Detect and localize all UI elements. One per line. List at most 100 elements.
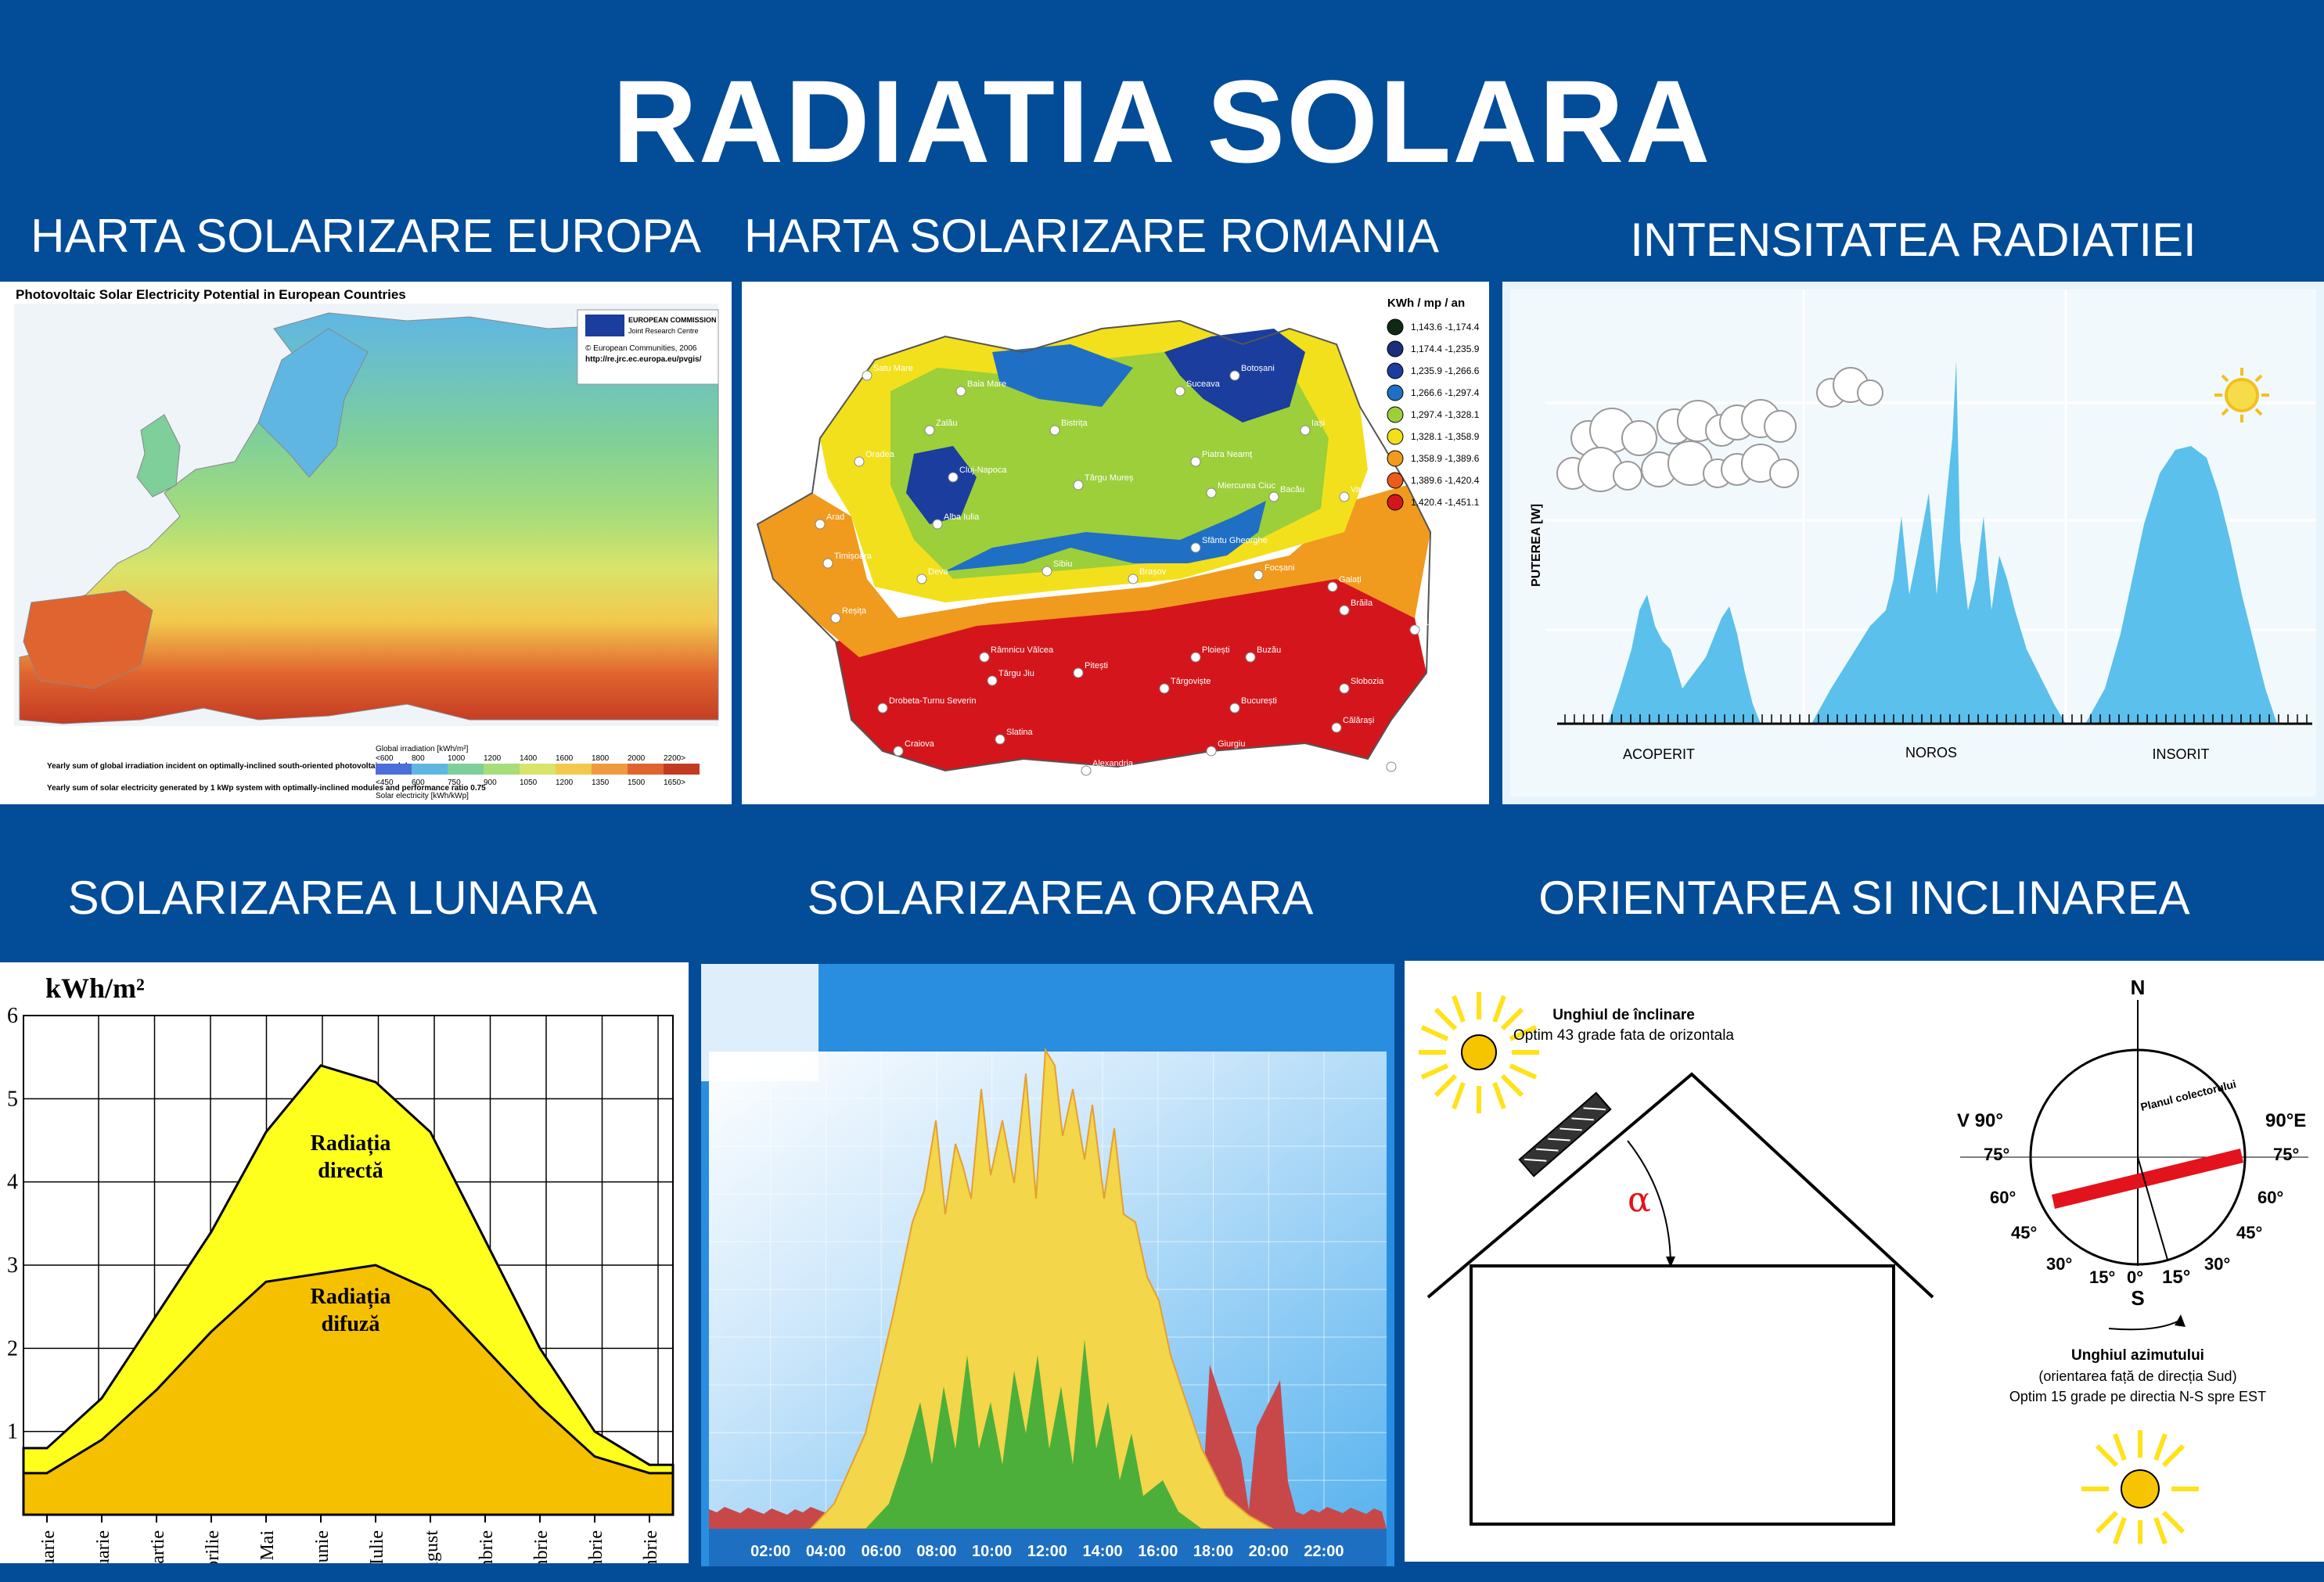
europe-legend: <600 800 1000 1200 1400 1600 1800 2000 2200> <450… [376, 754, 700, 787]
city-label: Târgu Jiu [998, 669, 1034, 678]
legend-swatch [376, 764, 412, 775]
deg-60-left: 60° [1990, 1188, 2016, 1207]
ro-legend-swatch [1387, 318, 1404, 336]
hourly-xaxis-band [709, 1529, 1387, 1566]
cloud-icon [1816, 367, 1883, 408]
romania-zone-green [890, 352, 1329, 579]
ro-legend-label: 1,420.4 -1,451.1 [1411, 497, 1480, 508]
hour-label: 16:00 [1138, 1543, 1178, 1560]
ro-legend-swatch [1387, 362, 1404, 379]
legend-bottom-label: 1500 [628, 778, 646, 787]
compass-south: S [2131, 1286, 2144, 1310]
month-label: Martie [148, 1530, 168, 1563]
city-dot [987, 675, 998, 686]
city-dot [1049, 425, 1060, 436]
city-label: Sibiu [1053, 559, 1072, 569]
ro-legend-label: 1,328.1 -1,358.9 [1411, 431, 1480, 442]
orientation-panel: α Unghiul de înclinare Optim 43 grade fa… [1405, 961, 2324, 1562]
city-label: Tulcea [1421, 618, 1447, 627]
legend-bottom-label: 900 [484, 778, 497, 787]
legend-top-label: 1800 [592, 754, 610, 763]
sun-icon [1419, 992, 1539, 1113]
compass-north: N [2131, 976, 2146, 999]
hourly-green-series [865, 1339, 1202, 1529]
section-title-intensity: INTENSITATEA RADIATIEI [1630, 214, 2196, 266]
city-dot [932, 519, 943, 530]
ro-legend-label: 1,358.9 -1,389.6 [1411, 453, 1480, 464]
romania-zone-blue-north [992, 344, 1133, 407]
tilt-angle-arc [1627, 1140, 1671, 1267]
city-label: București [1241, 696, 1277, 706]
city-label: Iași [1311, 419, 1325, 428]
ro-legend-swatch [1387, 428, 1404, 445]
sun-icon [2214, 368, 2269, 422]
label-diffuse-2: difuză [322, 1312, 380, 1336]
city-dot [893, 746, 904, 757]
legend-swatch [412, 764, 448, 775]
city-dot [1300, 425, 1311, 436]
hourly-xticks: 02:00 04:00 06:00 08:00 10:00 12:00 14:00 16:00… [750, 1543, 1344, 1560]
city-label: Deva [928, 567, 949, 577]
city-label: Bistrița [1061, 419, 1088, 428]
ro-legend-label: 1,143.6 -1,174.4 [1411, 322, 1480, 333]
city-label: Miercurea Ciuc [1218, 481, 1275, 491]
city-label: Alba Iulia [944, 512, 980, 522]
city-dot [877, 703, 888, 714]
deg-30-right: 30° [2204, 1254, 2230, 1274]
city-label: Piatra Neamț [1202, 450, 1252, 459]
city-dot [955, 386, 966, 397]
deg-75-right: 75° [2273, 1145, 2299, 1164]
europe-map-panel: EUROPEAN COMMISSION Joint Research Centr… [0, 282, 732, 804]
y-tick-label: 3 [7, 1253, 18, 1278]
europe-caption-1: Yearly sum of global irradiation inciden… [47, 762, 416, 771]
city-dot [862, 370, 872, 381]
tilt-desc: Optim 43 grade fata de orizontala [1513, 1027, 1734, 1044]
city-dot [1339, 683, 1350, 694]
legend-bottom-label: 1650> [664, 778, 685, 787]
deg-15-right: 15° [2162, 1267, 2190, 1288]
intensity-area [1608, 360, 2277, 724]
romania-zone-orange [757, 485, 1430, 657]
compass-east: 90°E [2265, 1110, 2306, 1131]
city-label: Ploiești [1202, 645, 1229, 655]
romania-zone-darkblue-center [906, 446, 977, 524]
city-label: Vaslui [1351, 485, 1373, 494]
ro-legend-swatch [1387, 340, 1404, 358]
europe-copyright: © European Communities, 2006 [585, 344, 697, 353]
azimuth-arrow-head [2175, 1314, 2185, 1327]
city-dot [1339, 605, 1350, 616]
deg-0: 0° [2127, 1267, 2143, 1287]
city-label: Baia Mare [967, 379, 1006, 389]
legend-top-label: 1400 [520, 754, 538, 763]
europe-iberia [23, 590, 153, 689]
month-label: Februarie [93, 1530, 113, 1563]
hour-label: 08:00 [916, 1543, 956, 1560]
azimuth-arc [2108, 1320, 2180, 1331]
city-label: Craiova [905, 739, 935, 749]
hour-label: 12:00 [1027, 1543, 1067, 1560]
city-label: Botoșani [1241, 364, 1275, 373]
sun-icon-bottom [2081, 1430, 2199, 1545]
month-label: Decembrie [641, 1530, 661, 1563]
city-label: Oradea [865, 450, 895, 459]
legend-swatch [520, 764, 556, 775]
europe-caption-2: Yearly sum of solar electricity generate… [47, 784, 486, 793]
ro-legend-label: 1,266.6 -1,297.4 [1411, 387, 1480, 398]
europe-jrc: Joint Research Centre [628, 327, 699, 335]
romania-legend-title: KWh / mp / an [1387, 297, 1465, 310]
azimuth-title: Unghiul azimutului [2071, 1347, 2204, 1364]
month-label: Octombrie [531, 1530, 552, 1563]
legend-top-label: <600 [376, 754, 394, 763]
city-label: Pitești [1085, 661, 1108, 671]
monthly-xticks: Ianuarie Februarie Martie Aprilie Mai Iunie Iu… [38, 1515, 661, 1563]
legend-top-label: 2200> [664, 754, 685, 763]
city-label: Focșani [1265, 563, 1295, 573]
collector-plane-bar [2052, 1149, 2243, 1209]
label-direct-1: Radiația [311, 1131, 391, 1156]
city-label: Târgu Mureș [1085, 473, 1134, 483]
ro-legend-swatch [1387, 494, 1404, 511]
europe-map-title: Photovoltaic Solar Electricity Potential… [16, 287, 406, 302]
city-label: Bacău [1280, 485, 1304, 494]
month-label: Aprilie [203, 1530, 223, 1563]
hourly-chart-panel: 02:00 04:00 06:00 08:00 10:00 12:00 14:00 16:00… [701, 964, 1394, 1566]
